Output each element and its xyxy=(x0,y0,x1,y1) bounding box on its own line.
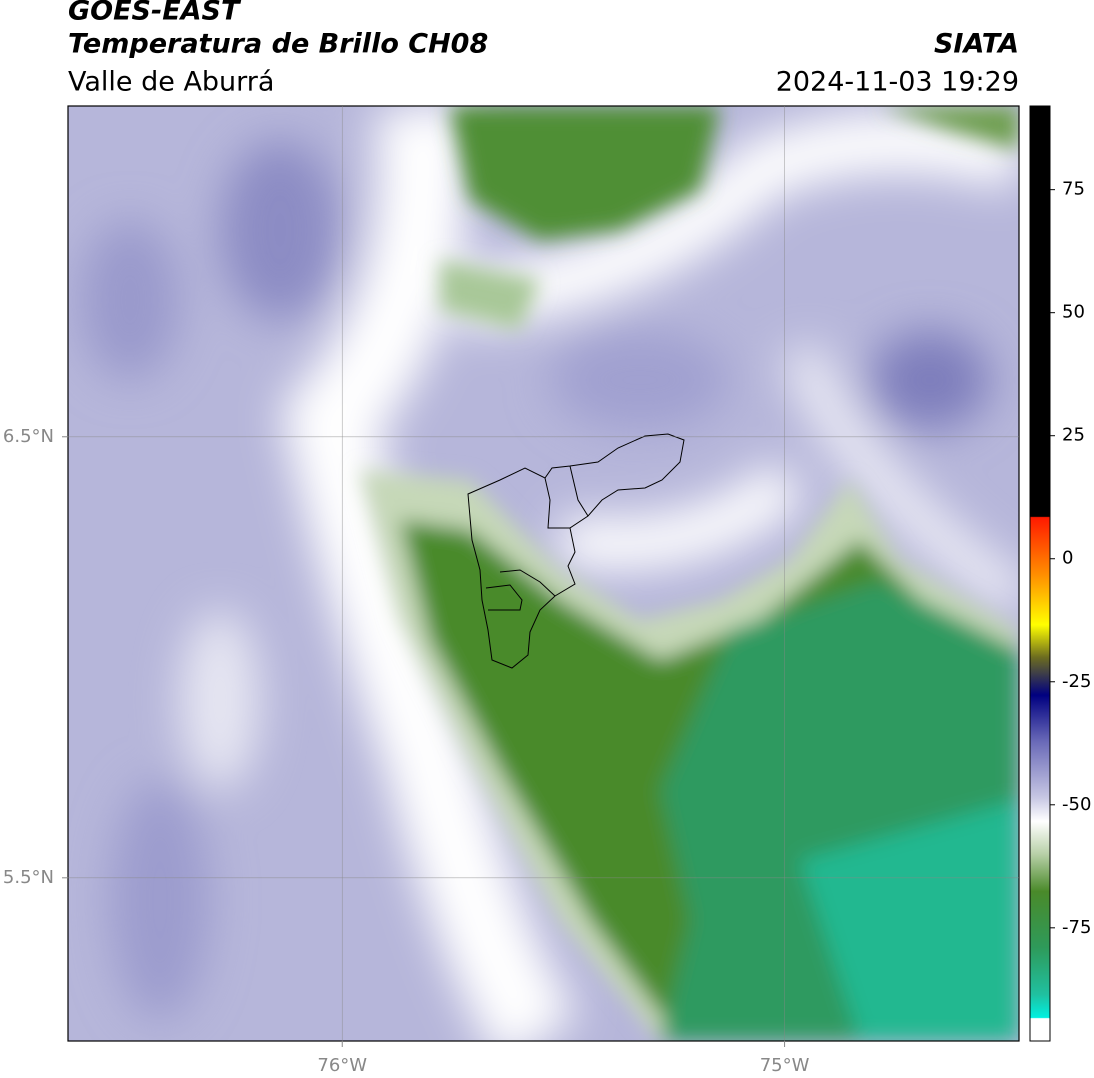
colorbar-tick-label: -75 xyxy=(1062,917,1091,938)
map-field xyxy=(68,106,1019,1041)
colorbar-tick-label: -25 xyxy=(1062,671,1091,692)
y-tick-label: 5.5°N xyxy=(3,867,54,888)
colorbar-tick-label: 50 xyxy=(1062,302,1085,323)
colorbar-tick-label: 75 xyxy=(1062,179,1085,200)
source: SIATA xyxy=(934,29,1019,60)
colorbar-tick-label: 25 xyxy=(1062,425,1085,446)
x-tick-label: 75°W xyxy=(760,1055,810,1076)
y-tick-label: 6.5°N xyxy=(3,426,54,447)
title: GOES-EAST xyxy=(68,0,242,27)
timestamp: 2024-11-03 19:29 xyxy=(776,67,1019,98)
colorbar-tick-label: -50 xyxy=(1062,794,1091,815)
boundary xyxy=(467,433,685,669)
map-frame xyxy=(67,105,1020,1042)
subtitle: Temperatura de Brillo CH08 xyxy=(68,29,488,60)
x-tick-label: 76°W xyxy=(317,1055,367,1076)
colorbar-tick-label: 0 xyxy=(1062,548,1073,569)
region: Valle de Aburrá xyxy=(68,67,274,98)
colorbar xyxy=(1029,105,1051,1042)
